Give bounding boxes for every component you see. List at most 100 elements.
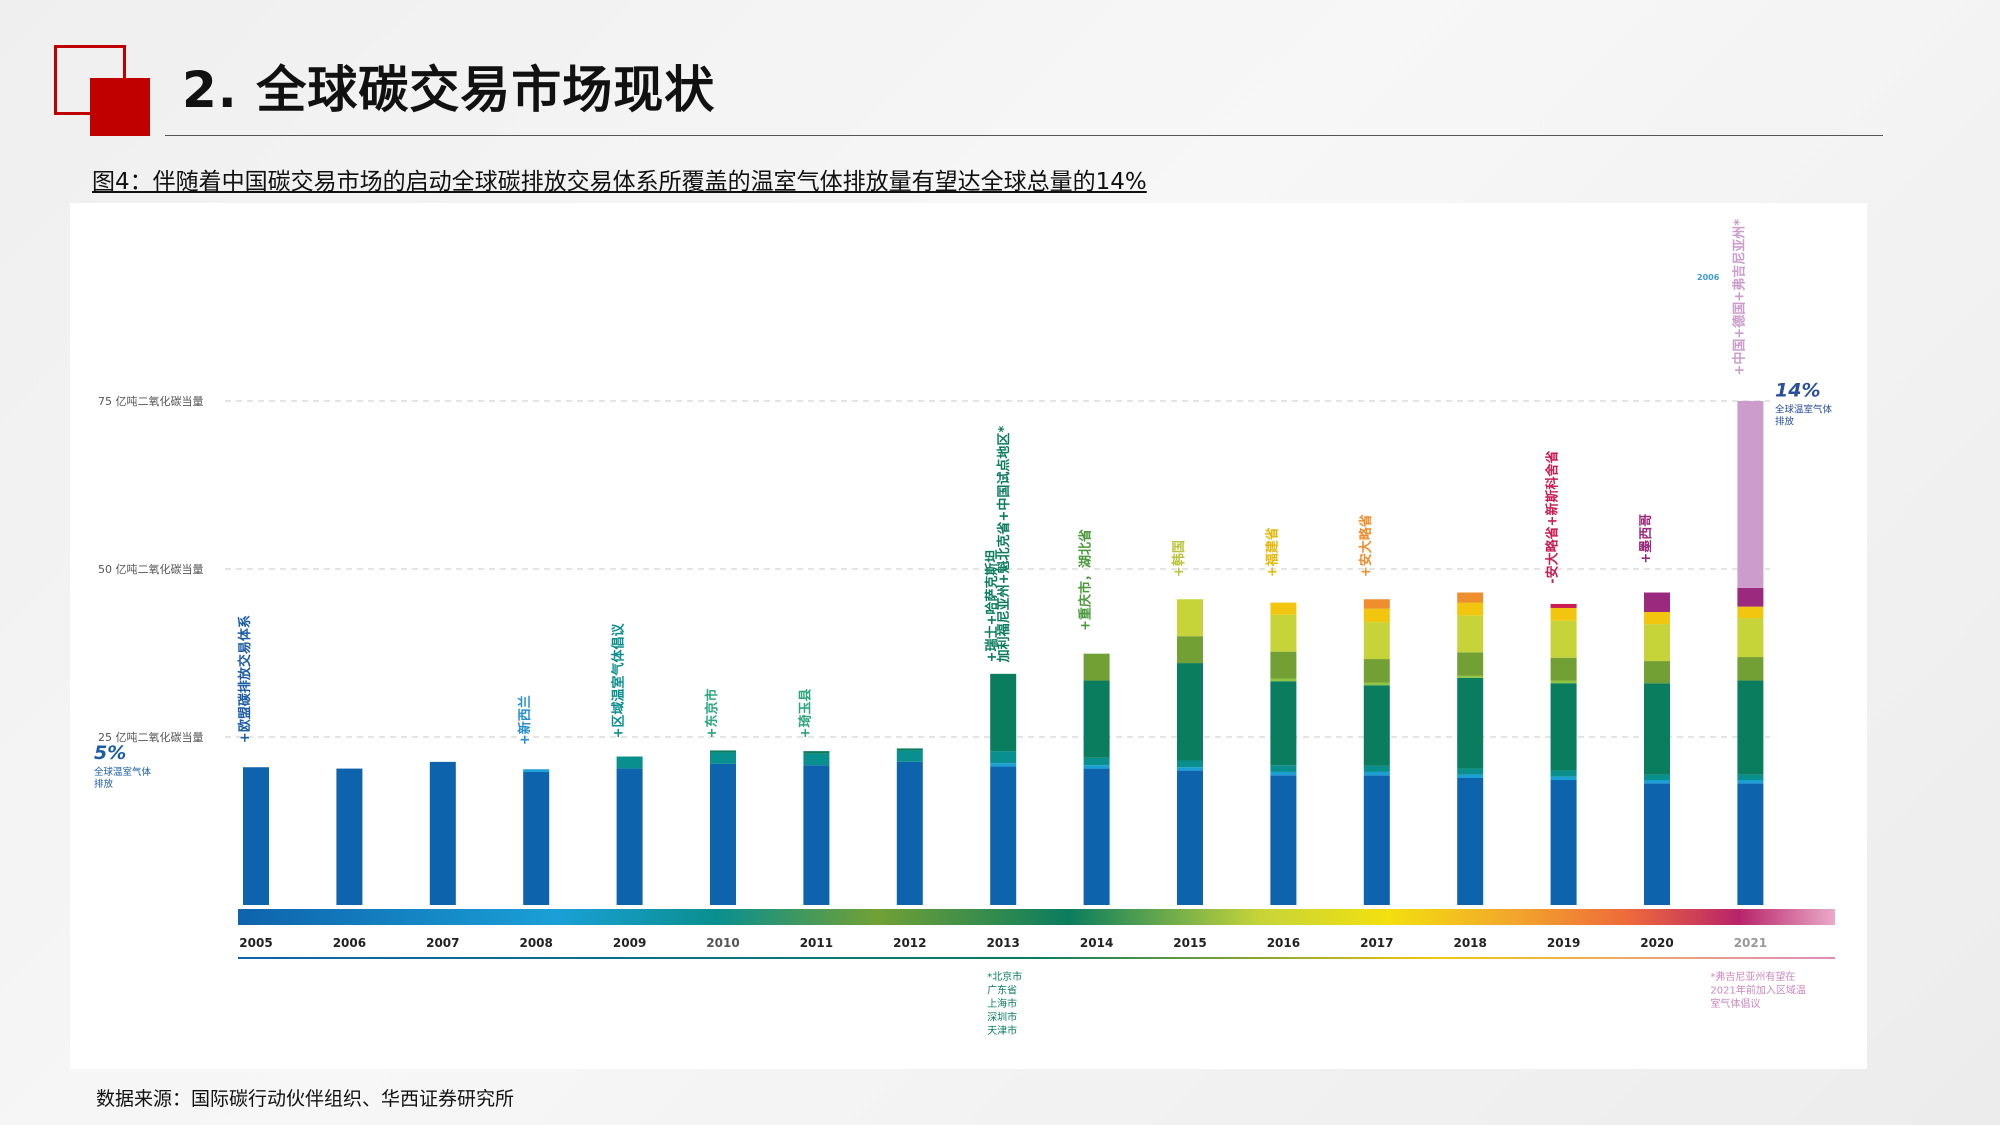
bar-segment-2020-s3 [1644, 683, 1670, 775]
bar-segment-2010-s3 [710, 750, 736, 753]
x-tick-label: 2012 [893, 936, 926, 950]
page-title: 2. 全球碳交易市场现状 [182, 61, 716, 119]
bar-segment-2017-s3 [1363, 685, 1390, 766]
footnote-line-2013: 广东省 [987, 984, 1017, 997]
bar-annotation-2016: +福建省 [1264, 527, 1280, 577]
bar-segment-2019-s9 [1550, 603, 1577, 608]
x-tick-label: 2021 [1734, 936, 1767, 950]
bar-annotation-2013: +瑞士+哈萨克斯坦 [984, 550, 1000, 663]
footnote-line-2013: 深圳市 [987, 1011, 1017, 1024]
bar-annotation-2009: +区域温室气体倡议 [611, 622, 627, 738]
bar-segment-2013-s1 [990, 763, 1017, 767]
x-tick-label: 2016 [1267, 936, 1300, 950]
x-tick-label: 2006 [333, 936, 366, 950]
bar-segment-2016-s5 [1270, 651, 1297, 679]
timeline-gradient-bar [238, 909, 1835, 925]
bar-segment-2016-s4 [1270, 678, 1297, 682]
bar-segment-2019-s7 [1550, 607, 1577, 621]
bar-annotation-2010: +东京市 [704, 688, 720, 738]
bar-segment-2021-s0 [1737, 783, 1764, 905]
x-tick-label: 2018 [1453, 936, 1486, 950]
source-note: 数据来源：国际碳行动伙伴组织、华西证券研究所 [96, 1088, 515, 1110]
bar-segment-2021-s3 [1737, 680, 1764, 775]
bar-segment-2005-s0 [243, 767, 269, 905]
bar-segment-2013-s0 [990, 766, 1017, 905]
corner-label: 2006 [1697, 273, 1720, 282]
bar-segment-2018-s7 [1457, 602, 1484, 616]
bar-segment-2019-s5 [1550, 657, 1577, 681]
bar-segment-2011-s3 [803, 751, 830, 754]
y-tick-label: 25 亿吨二氧化碳当量 [98, 730, 204, 744]
bar-segment-2019-s3 [1550, 683, 1577, 771]
bar-segment-2017-s8 [1363, 599, 1390, 609]
callout-desc-line1: 全球温室气体 [94, 766, 152, 778]
bar-segment-2014-s3 [1083, 680, 1110, 758]
footnote-line-2013: 天津市 [987, 1024, 1017, 1037]
bar-segment-2015-s2 [1177, 760, 1203, 768]
bar-segment-2007-s0 [429, 761, 456, 905]
callout-pct: 5% [94, 742, 126, 764]
footnote-line-2021: 室气体倡议 [1710, 997, 1760, 1010]
bar-segment-2018-s1 [1457, 774, 1484, 778]
bar-segment-2021-s7 [1737, 606, 1764, 619]
bar-segment-2016-s6 [1270, 614, 1297, 652]
bar-segment-2018-s8 [1457, 592, 1484, 603]
x-tick-label: 2013 [986, 936, 1019, 950]
bar-segment-2008-s1 [523, 769, 550, 772]
bar-segment-2021-s2 [1737, 774, 1764, 781]
bar-segment-2017-s7 [1363, 608, 1390, 623]
bar-segment-2014-s5 [1083, 653, 1110, 681]
bar-annotation-2011: +琦玉县 [797, 688, 813, 738]
x-tick-label: 2014 [1080, 936, 1113, 950]
bar-segment-2016-s2 [1270, 765, 1297, 772]
bar-segment-2015-s6 [1177, 599, 1203, 637]
footnote-line-2021: 2021年前加入区域温 [1710, 984, 1805, 997]
bar-segment-2013-s3 [990, 673, 1017, 752]
bar-segment-2016-s1 [1270, 771, 1297, 776]
bar-annotation-2021: +中国+德国+弗吉尼亚州* [1731, 219, 1747, 376]
logo-red-square [90, 78, 150, 136]
bar-segment-2010-s2 [710, 752, 736, 764]
bar-annotation-2019: -安大略省+新斯科舍省 [1545, 451, 1561, 584]
bar-segment-2009-s2 [616, 756, 643, 769]
bar-segment-2019-s0 [1550, 780, 1577, 905]
x-tick-label: 2005 [239, 936, 272, 950]
bar-annotation-2008: +新西兰 [517, 695, 533, 745]
bar-segment-2021-s1 [1737, 780, 1764, 784]
x-tick-label: 2015 [1173, 936, 1206, 950]
bar-segment-2018-s3 [1457, 677, 1484, 769]
x-tick-label: 2010 [706, 936, 739, 950]
bar-segment-2020-s5 [1644, 661, 1670, 684]
bar-segment-2021-s6 [1737, 618, 1764, 658]
bar-segment-2017-s0 [1363, 775, 1390, 905]
x-tick-label: 2017 [1360, 936, 1393, 950]
bar-segment-2016-s3 [1270, 681, 1297, 766]
bar-segment-2020-s2 [1644, 774, 1670, 781]
bar-segment-2016-s0 [1270, 775, 1297, 905]
bar-segment-2019-s2 [1550, 770, 1577, 777]
title-divider [165, 135, 1883, 136]
bar-segment-2021-s5 [1737, 657, 1764, 681]
bar-segment-2015-s1 [1177, 767, 1203, 771]
figure-caption: 图4：伴随着中国碳交易市场的启动全球碳排放交易体系所覆盖的温室气体排放量有望达全… [92, 169, 1147, 195]
bar-segment-2010-s0 [710, 763, 736, 905]
emissions-trading-chart: 25 亿吨二氧化碳当量 50 亿吨二氧化碳当量 75 亿吨二氧化碳当量 2005 200… [94, 219, 1835, 1037]
x-tick-label: 2020 [1640, 936, 1673, 950]
bar-segment-2021-s11 [1737, 401, 1764, 588]
bar-segment-2019-s6 [1550, 620, 1577, 658]
bar-segment-2013-s2 [990, 751, 1017, 764]
footnote-line-2013: *北京市 [987, 970, 1022, 983]
bar-segment-2019-s1 [1550, 776, 1577, 781]
bar-segment-2016-s7 [1270, 602, 1297, 615]
x-tick-label: 2009 [613, 936, 646, 950]
bar-segment-2017-s2 [1363, 765, 1390, 772]
bar-segment-2017-s1 [1363, 771, 1390, 776]
bar-segment-2009-s0 [616, 768, 643, 905]
callout-desc-line2: 排放 [94, 778, 114, 790]
bar-segment-2011-s2 [803, 753, 830, 766]
footnote-line-2013: 上海市 [987, 997, 1017, 1010]
bar-segment-2017-s5 [1363, 659, 1390, 683]
bar-segment-2012-s0 [896, 761, 923, 905]
bar-segment-2020-s1 [1644, 780, 1670, 784]
y-tick-label: 50 亿吨二氧化碳当量 [98, 562, 204, 576]
